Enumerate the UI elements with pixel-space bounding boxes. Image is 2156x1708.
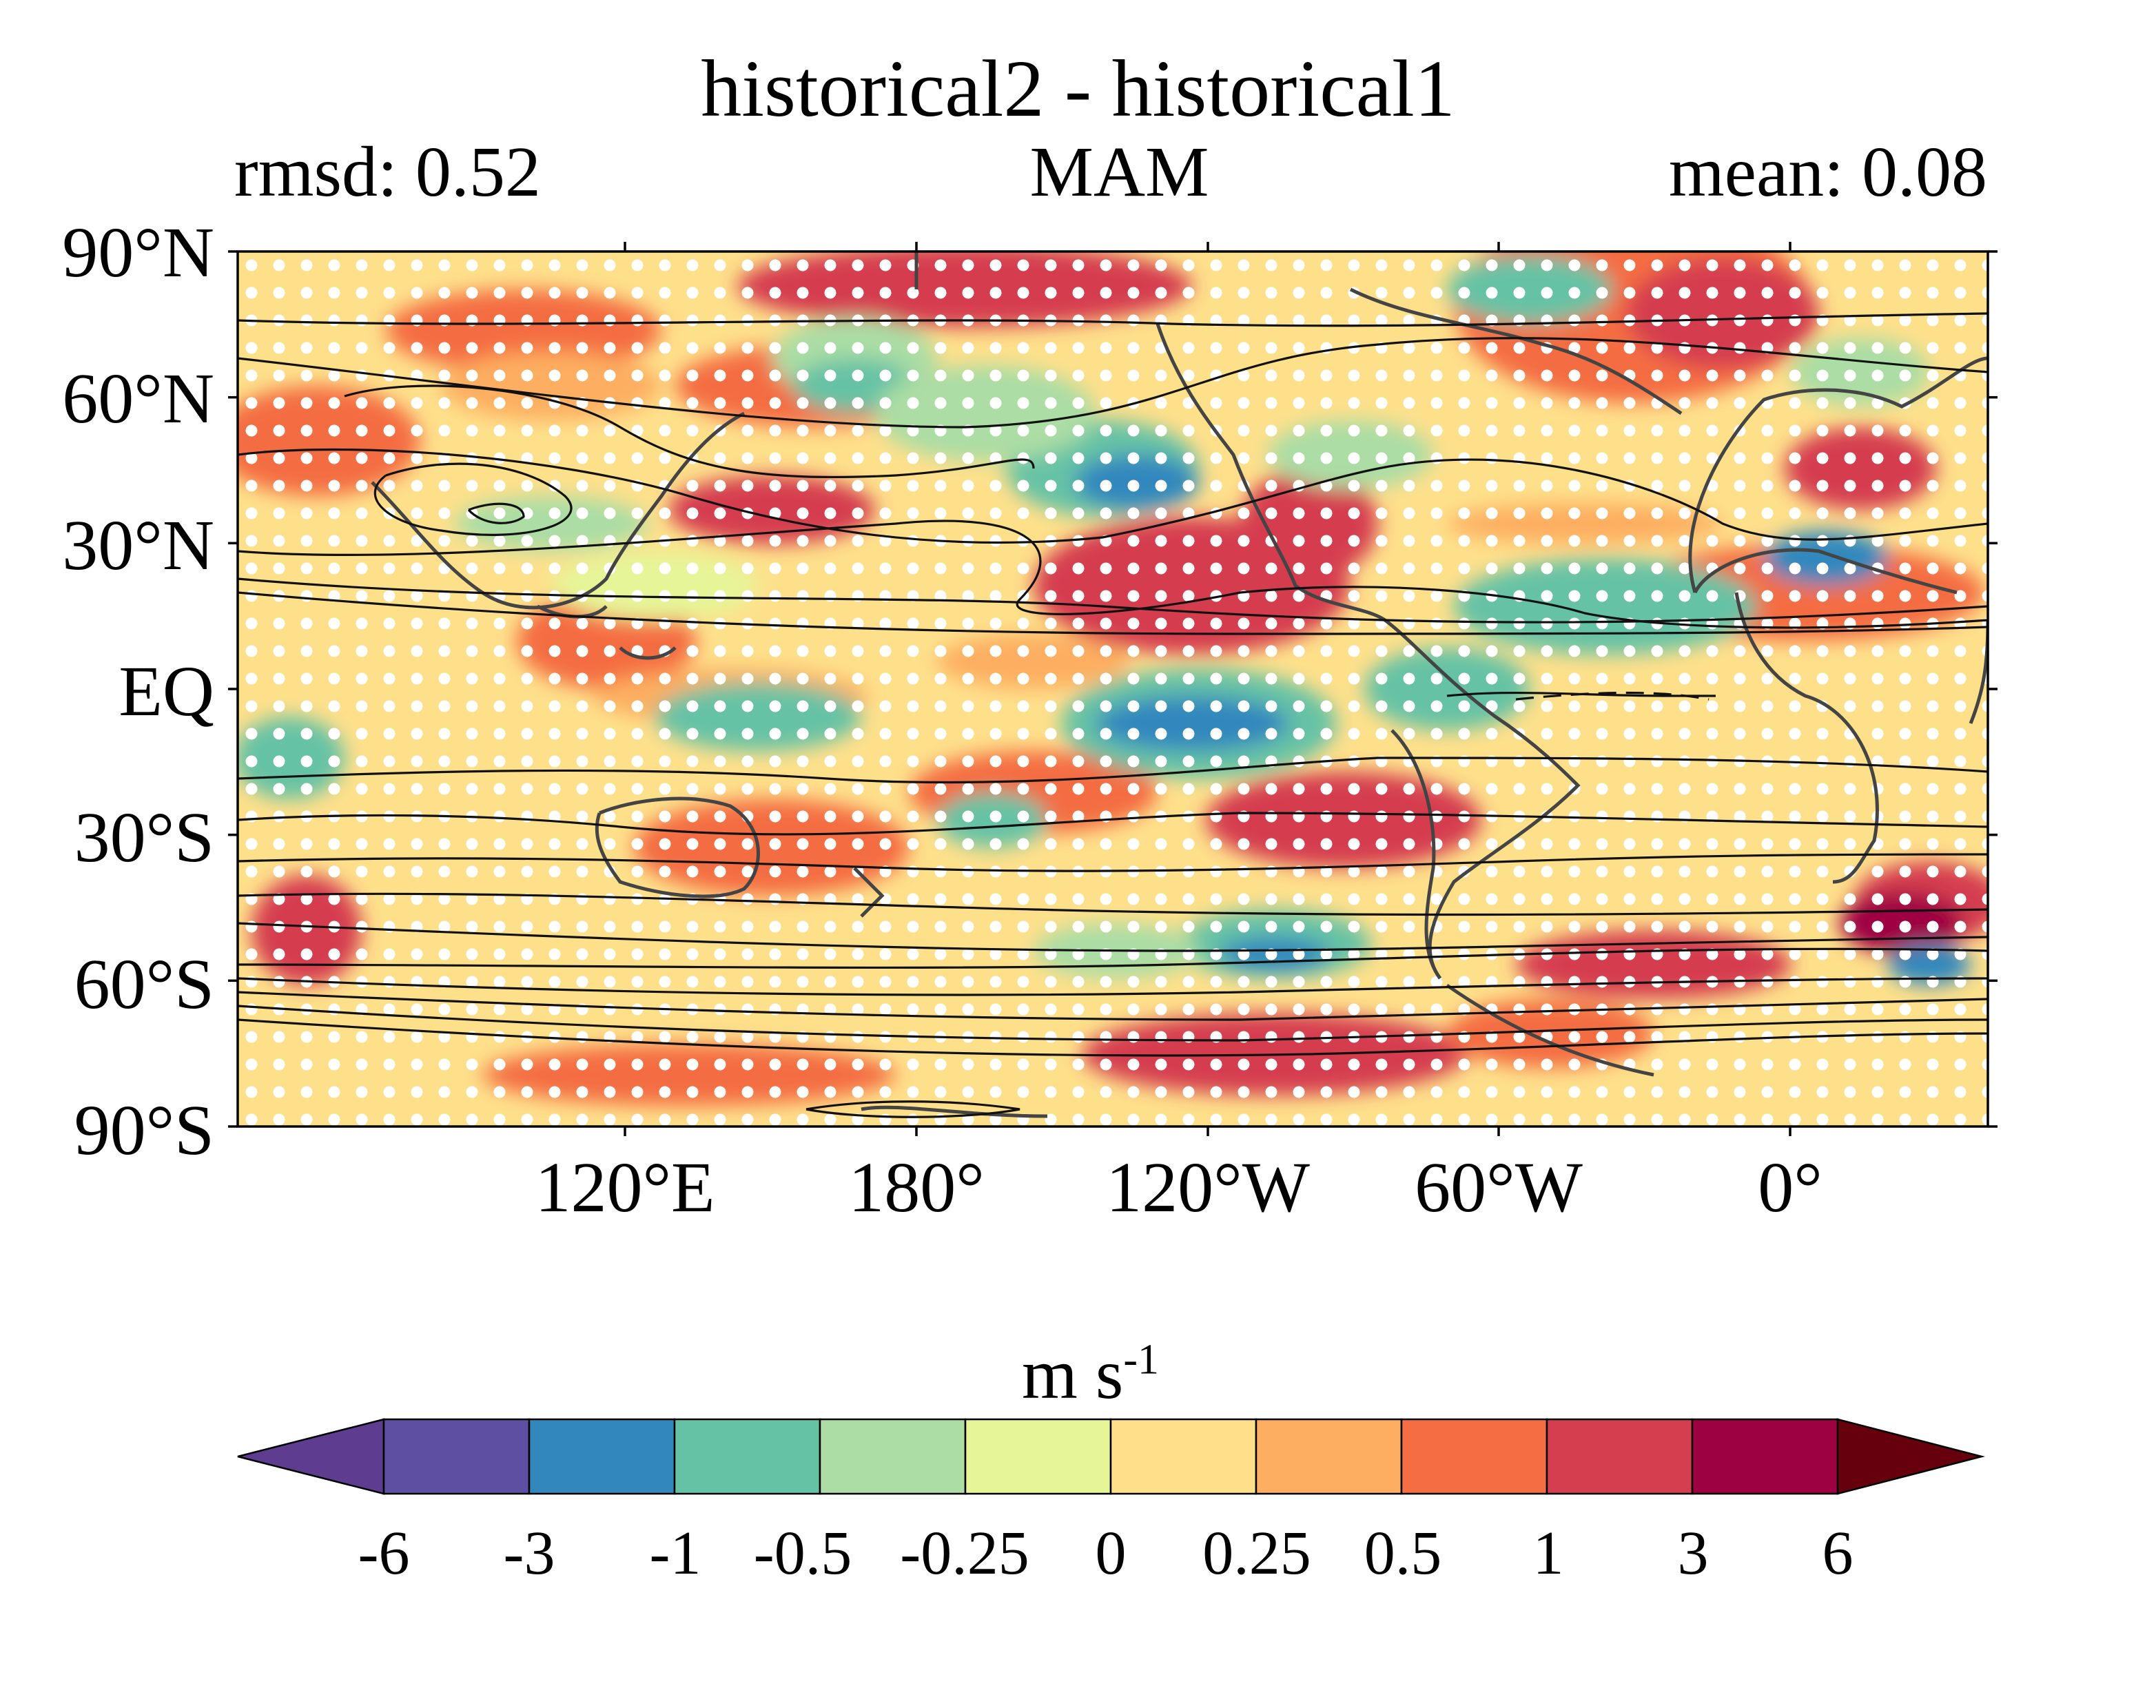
mean-contour-line bbox=[238, 922, 1988, 952]
dashed-contour-line bbox=[1515, 691, 1710, 701]
mean-contour-line bbox=[238, 312, 1988, 327]
y-tick-label: 60°S bbox=[74, 945, 214, 1024]
colorbar-tick-label: -6 bbox=[358, 1519, 410, 1587]
coastline bbox=[1693, 548, 1958, 884]
mean-contour-line bbox=[238, 519, 1988, 629]
x-tick-label: 60°W bbox=[1415, 1148, 1583, 1227]
coastline bbox=[1349, 287, 1683, 415]
coastline bbox=[853, 867, 885, 918]
y-tick-label: 90°N bbox=[62, 213, 214, 292]
y-tick-label: EQ bbox=[119, 652, 214, 731]
mean-contour-line bbox=[238, 1018, 1988, 1057]
mean-contour-line bbox=[238, 591, 1988, 635]
mean-contour-line bbox=[805, 1100, 1020, 1118]
mean-contour-line bbox=[344, 384, 1035, 479]
y-tick-label: 90°S bbox=[74, 1091, 214, 1170]
colorbar-tick-label: 3 bbox=[1677, 1519, 1709, 1587]
colorbar-tick-label: -0.25 bbox=[900, 1519, 1029, 1587]
rmsd-label: rmsd: 0.52 bbox=[234, 132, 541, 212]
mean-contour-line bbox=[238, 947, 1988, 969]
colorbar-tick-label: 6 bbox=[1822, 1519, 1854, 1587]
mean-contour-line bbox=[238, 977, 1988, 996]
colorbar-segment bbox=[528, 1418, 676, 1495]
coastline bbox=[1688, 356, 1988, 593]
x-tick-label: 180° bbox=[848, 1148, 985, 1227]
colorbar-tick-label: 0.5 bbox=[1364, 1519, 1442, 1587]
x-tick-label: 0° bbox=[1758, 1148, 1823, 1227]
colorbar-segment bbox=[964, 1418, 1112, 1495]
colorbar bbox=[237, 1418, 1985, 1495]
units-main: m s bbox=[1021, 1335, 1124, 1414]
mean-contour-line bbox=[238, 448, 1988, 544]
chart-title: historical2 - historical1 bbox=[701, 43, 1455, 134]
mean-contour-line bbox=[373, 462, 573, 536]
colorbar-extend-high bbox=[1836, 1418, 1985, 1495]
map-field bbox=[238, 251, 1988, 1126]
colorbar-tick-label: -3 bbox=[503, 1519, 555, 1587]
colorbar-segment bbox=[673, 1418, 821, 1495]
y-tick-label: 60°N bbox=[62, 359, 214, 438]
x-tick-label: 120°W bbox=[1106, 1148, 1310, 1227]
units-exponent: -1 bbox=[1123, 1336, 1160, 1383]
colorbar-units: m s-1 bbox=[12, 1333, 2156, 1415]
colorbar-segment bbox=[1255, 1418, 1403, 1495]
colorbar-tick-label: -0.5 bbox=[753, 1519, 852, 1587]
colorbar-tick-label: 0 bbox=[1095, 1519, 1127, 1587]
colorbar-segment bbox=[1691, 1418, 1839, 1495]
mean-contour-line bbox=[467, 502, 525, 524]
colorbar-segment bbox=[382, 1418, 531, 1495]
colorbar-segment bbox=[1546, 1418, 1694, 1495]
colorbar-tick-label: 1 bbox=[1532, 1519, 1564, 1587]
mean-contour-line bbox=[238, 1005, 1988, 1042]
colorbar-tick-label: -1 bbox=[649, 1519, 701, 1587]
coastlines bbox=[371, 251, 1988, 1118]
mean-contour-line bbox=[238, 892, 1988, 916]
y-tick-label: 30°S bbox=[74, 798, 214, 877]
mean-label: mean: 0.08 bbox=[1668, 132, 1987, 212]
mean-contour-line bbox=[238, 853, 1988, 872]
colorbar-extend-low bbox=[237, 1418, 385, 1495]
colorbar-tick-label: 0.25 bbox=[1202, 1519, 1311, 1587]
x-tick-label: 120°E bbox=[535, 1148, 715, 1227]
coastline bbox=[371, 411, 746, 610]
mean-contour-line bbox=[238, 577, 1988, 624]
colorbar-segment bbox=[819, 1418, 967, 1495]
mean-contour-line bbox=[238, 757, 1988, 784]
coastline bbox=[861, 983, 1654, 1118]
mean-contour-line bbox=[238, 991, 1988, 1021]
season-label: MAM bbox=[1029, 132, 1209, 212]
coastline bbox=[595, 796, 760, 898]
colorbar-segment bbox=[1109, 1418, 1257, 1495]
significance-stippling bbox=[238, 251, 1988, 1126]
mean-contours bbox=[238, 312, 1988, 1118]
mean-contour-line bbox=[1446, 691, 1716, 697]
y-tick-label: 30°N bbox=[62, 506, 214, 585]
colorbar-segment bbox=[1400, 1418, 1548, 1495]
axis-ticks bbox=[228, 242, 1998, 1136]
coastline bbox=[914, 251, 1581, 980]
mean-contour-line bbox=[238, 812, 1988, 836]
mean-contour-line bbox=[238, 337, 1988, 429]
